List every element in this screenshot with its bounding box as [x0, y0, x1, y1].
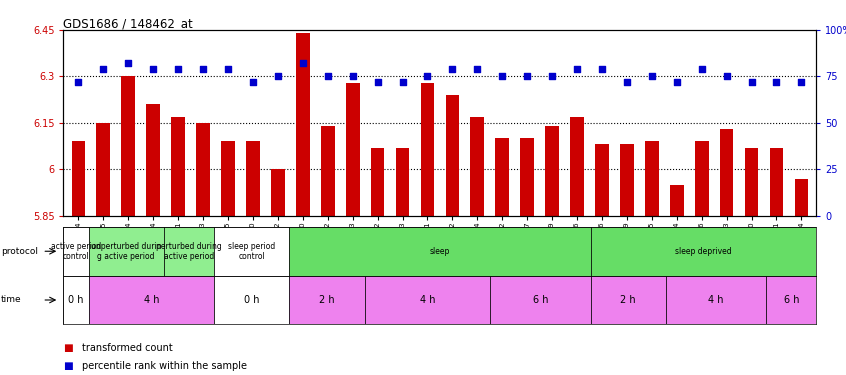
Bar	[346, 82, 360, 216]
Point	[470, 66, 484, 72]
Point	[72, 79, 85, 85]
Bar	[96, 123, 110, 216]
Text: perturbed during
active period: perturbed during active period	[156, 242, 222, 261]
Bar	[72, 141, 85, 216]
Bar	[546, 126, 559, 216]
Bar	[470, 117, 484, 216]
Bar	[620, 144, 634, 216]
Point	[420, 74, 434, 80]
Bar	[146, 104, 160, 216]
Bar	[595, 144, 609, 216]
Point	[196, 66, 210, 72]
Bar	[770, 148, 783, 216]
Bar	[744, 148, 758, 216]
Point	[122, 60, 135, 66]
Text: unperturbed durin
g active period: unperturbed durin g active period	[91, 242, 162, 261]
Point	[720, 74, 733, 80]
Point	[645, 74, 658, 80]
Bar	[89, 276, 214, 324]
Bar	[321, 126, 334, 216]
Text: sleep deprived: sleep deprived	[675, 247, 732, 256]
Text: transformed count: transformed count	[82, 343, 173, 353]
Bar	[289, 227, 591, 276]
Bar	[645, 141, 659, 216]
Point	[172, 66, 185, 72]
Text: 4 h: 4 h	[708, 295, 723, 305]
Point	[670, 79, 684, 85]
Bar	[221, 141, 235, 216]
Point	[596, 66, 609, 72]
Point	[222, 66, 235, 72]
Point	[546, 74, 559, 80]
Bar	[171, 117, 185, 216]
Text: active period
control: active period control	[51, 242, 102, 261]
Text: 2 h: 2 h	[319, 295, 335, 305]
Text: 4 h: 4 h	[144, 295, 159, 305]
Text: GDS1686 / 148462_at: GDS1686 / 148462_at	[63, 17, 193, 30]
Bar	[396, 148, 409, 216]
Point	[396, 79, 409, 85]
Bar	[296, 33, 310, 216]
Text: 6 h: 6 h	[783, 295, 799, 305]
Text: sleep period
control: sleep period control	[228, 242, 275, 261]
Point	[620, 79, 634, 85]
Point	[296, 60, 310, 66]
Point	[96, 66, 110, 72]
Point	[770, 79, 783, 85]
Bar	[289, 276, 365, 324]
Point	[146, 66, 160, 72]
Bar	[420, 82, 434, 216]
Text: 4 h: 4 h	[420, 295, 435, 305]
Text: protocol: protocol	[1, 247, 38, 256]
Bar	[490, 276, 591, 324]
Bar	[365, 276, 490, 324]
Text: 2 h: 2 h	[620, 295, 636, 305]
Point	[246, 79, 260, 85]
Bar	[63, 227, 89, 276]
Bar	[720, 129, 733, 216]
Point	[496, 74, 509, 80]
Bar	[591, 227, 816, 276]
Point	[371, 79, 384, 85]
Bar	[164, 227, 214, 276]
Bar	[246, 141, 260, 216]
Bar	[89, 227, 164, 276]
Bar	[122, 76, 135, 216]
Text: time: time	[1, 296, 21, 304]
Text: 0 h: 0 h	[244, 295, 260, 305]
Point	[794, 79, 808, 85]
Bar	[446, 95, 459, 216]
Point	[346, 74, 360, 80]
Bar	[766, 276, 816, 324]
Bar	[670, 185, 684, 216]
Bar	[520, 138, 534, 216]
Bar	[271, 169, 285, 216]
Bar	[591, 276, 666, 324]
Point	[520, 74, 534, 80]
Bar	[794, 178, 808, 216]
Bar	[371, 148, 384, 216]
Bar	[214, 276, 289, 324]
Bar	[496, 138, 509, 216]
Text: ■: ■	[63, 343, 74, 353]
Point	[271, 74, 284, 80]
Bar	[695, 141, 709, 216]
Point	[695, 66, 708, 72]
Point	[570, 66, 584, 72]
Point	[321, 74, 334, 80]
Text: percentile rank within the sample: percentile rank within the sample	[82, 361, 247, 370]
Bar	[570, 117, 584, 216]
Bar	[63, 276, 89, 324]
Bar	[214, 227, 289, 276]
Bar	[666, 276, 766, 324]
Text: 6 h: 6 h	[533, 295, 548, 305]
Point	[446, 66, 459, 72]
Text: ■: ■	[63, 361, 74, 370]
Bar	[196, 123, 210, 216]
Text: sleep: sleep	[430, 247, 450, 256]
Text: 0 h: 0 h	[69, 295, 84, 305]
Point	[744, 79, 758, 85]
